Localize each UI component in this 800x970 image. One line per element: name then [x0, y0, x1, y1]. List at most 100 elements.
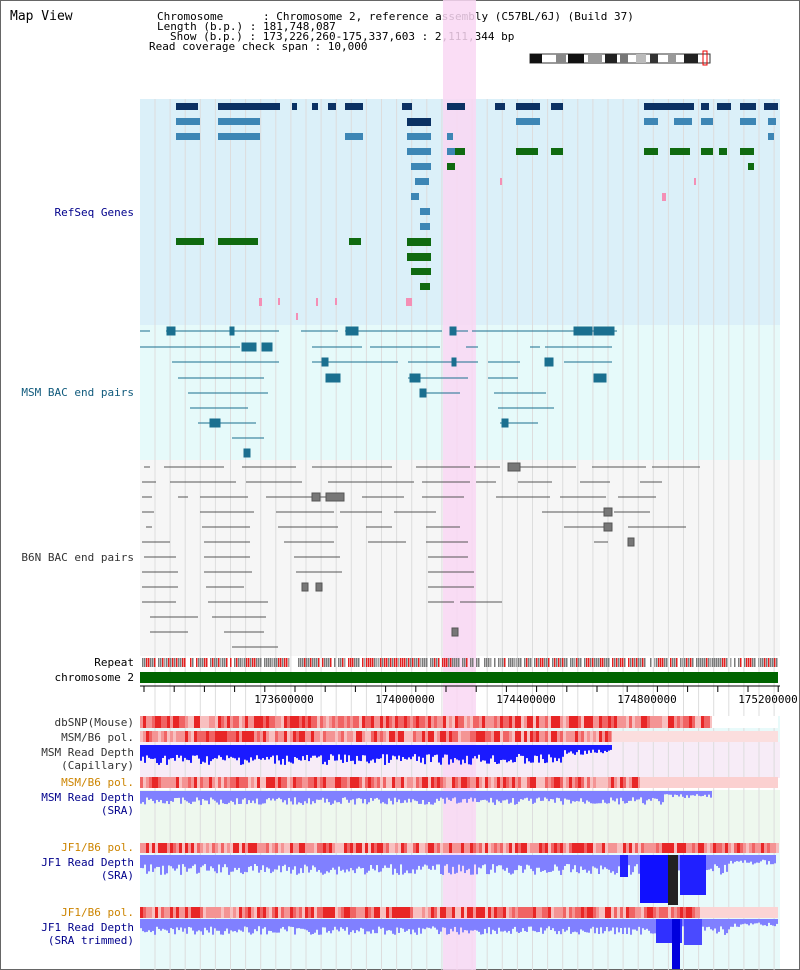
jf1-read-depth-sra[interactable]: [140, 855, 776, 905]
dbsnp-track[interactable]: [140, 716, 778, 728]
polymorphism-cell: [623, 716, 626, 728]
depth-bar: [224, 745, 226, 761]
depth-bar: [668, 855, 678, 905]
depth-bar: [290, 855, 292, 874]
repeat-segment: [632, 658, 634, 667]
msm-read-depth-sra[interactable]: [140, 791, 712, 805]
depth-bar: [744, 919, 746, 924]
depth-bar: [166, 855, 168, 874]
polymorphism-cell: [440, 907, 443, 918]
depth-bar: [572, 791, 574, 802]
polymorphism-cell: [497, 777, 500, 788]
depth-bar: [344, 791, 346, 798]
polymorphism-cell: [338, 731, 341, 742]
repeat-segment: [770, 658, 772, 667]
polymorphism-cell: [470, 777, 473, 788]
refseq-genes[interactable]: [176, 103, 778, 320]
polymorphism-cell: [563, 716, 566, 728]
depth-bar: [758, 855, 760, 863]
jf1-b6-pol-track-2[interactable]: [140, 907, 778, 918]
polymorphism-cell: [629, 907, 632, 918]
polymorphism-cell: [161, 843, 164, 853]
depth-bar: [318, 855, 320, 871]
depth-bar: [564, 855, 566, 866]
depth-bar: [560, 791, 562, 802]
chromosome-ideogram[interactable]: [529, 50, 711, 66]
polymorphism-cell: [521, 843, 524, 853]
depth-bar: [560, 855, 562, 875]
depth-bar: [520, 919, 522, 932]
polymorphism-cell: [593, 843, 596, 853]
polymorphism-cell: [275, 907, 278, 918]
depth-bar: [606, 855, 608, 869]
depth-bar: [298, 919, 300, 929]
repeat-segment: [200, 658, 202, 667]
depth-bar: [384, 745, 386, 765]
depth-bar: [258, 791, 260, 805]
polymorphism-cell: [461, 907, 464, 918]
repeat-segment: [490, 658, 492, 667]
depth-bar: [630, 791, 632, 801]
depth-bar: [206, 791, 208, 801]
repeat-segment: [438, 658, 440, 667]
repeat-segment: [538, 658, 540, 667]
depth-bar: [516, 855, 518, 871]
msm-bac-end-pairs[interactable]: [140, 326, 617, 458]
repeat-segment: [556, 658, 558, 667]
polymorphism-cell: [629, 716, 632, 728]
jf1-b6-pol-track-1[interactable]: [140, 843, 779, 853]
depth-bar: [336, 745, 338, 761]
depth-bar: [390, 791, 392, 801]
depth-bar: [262, 855, 264, 866]
polymorphism-cell: [149, 731, 152, 742]
polymorphism-cell: [191, 843, 194, 853]
polymorphism-cell: [155, 907, 158, 918]
repeat-segment: [466, 658, 468, 667]
msm-b6-pol-track-2[interactable]: [140, 777, 778, 788]
depth-bar: [230, 791, 232, 801]
polymorphism-cell: [725, 843, 728, 853]
depth-bar: [316, 855, 318, 872]
msm-bac-end-pairs-label: MSM BAC end pairs: [21, 386, 134, 399]
polymorphism-cell: [557, 777, 560, 788]
polymorphism-cell: [272, 731, 275, 742]
depth-bar: [194, 855, 196, 865]
depth-bar: [322, 855, 324, 875]
polymorphism-cell: [695, 907, 698, 918]
depth-bar: [238, 791, 240, 804]
b6n-bac-end-pairs[interactable]: [142, 462, 700, 648]
depth-bar: [574, 791, 576, 802]
jf1-read-depth-sra-trimmed[interactable]: [140, 919, 778, 969]
ruler-tick-label: 173600000: [254, 693, 314, 706]
polymorphism-cell: [149, 843, 152, 853]
chromosome-bar[interactable]: [140, 672, 778, 683]
depth-bar: [318, 791, 320, 800]
polymorphism-cell: [401, 731, 404, 742]
depth-bar: [544, 855, 546, 871]
repeat-track[interactable]: [142, 658, 778, 667]
polymorphism-cell: [314, 843, 317, 853]
depth-bar: [516, 745, 518, 757]
msm-read-depth-capillary[interactable]: [140, 745, 612, 765]
depth-bar: [386, 855, 388, 868]
polymorphism-cell: [416, 716, 419, 728]
polymorphism-cell: [233, 843, 236, 853]
repeat-segment: [224, 658, 226, 667]
depth-bar: [598, 855, 600, 874]
depth-bar: [542, 791, 544, 801]
polymorphism-cell: [509, 731, 512, 742]
polymorphism-cell: [377, 777, 380, 788]
polymorphism-cell: [443, 777, 446, 788]
polymorphism-cell: [308, 716, 311, 728]
depth-bar: [406, 919, 408, 931]
polymorphism-cell: [611, 843, 614, 853]
polymorphism-cell: [236, 731, 239, 742]
polymorphism-cell: [419, 843, 422, 853]
depth-bar: [214, 791, 216, 801]
highlight-region[interactable]: [443, 0, 476, 970]
depth-bar: [336, 855, 338, 875]
msm-b6-pol-track-1[interactable]: [140, 731, 778, 742]
polymorphism-cell: [344, 716, 347, 728]
polymorphism-cell: [254, 731, 257, 742]
